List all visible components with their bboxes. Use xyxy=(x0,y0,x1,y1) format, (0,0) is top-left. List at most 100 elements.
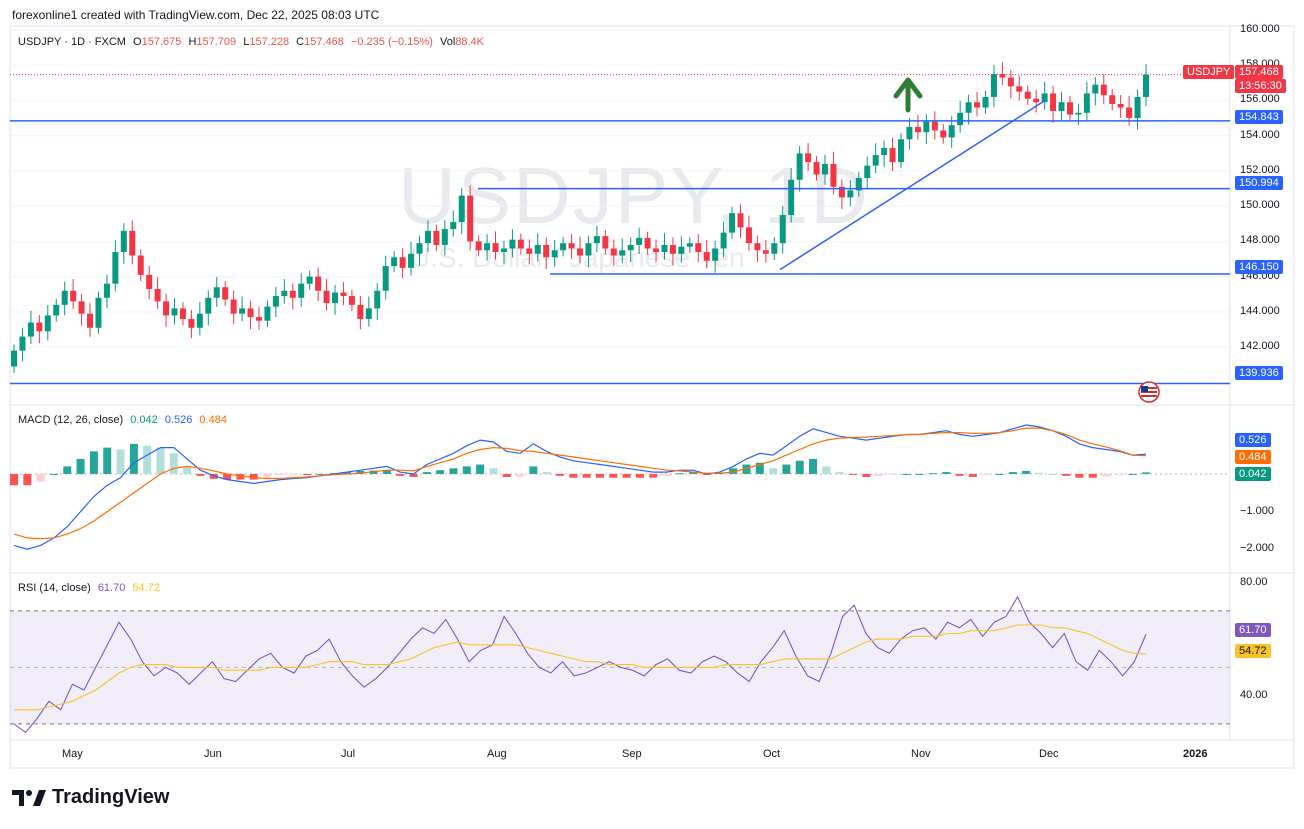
macd-histogram-bar xyxy=(1008,472,1017,474)
candle-body xyxy=(332,292,339,304)
candle-body xyxy=(881,148,888,156)
candle-body xyxy=(1100,84,1107,96)
macd-histogram-bar xyxy=(249,473,258,480)
macd-histogram-bar xyxy=(1102,473,1111,477)
time-tick-label: Sep xyxy=(622,748,642,760)
time-tick-label: Dec xyxy=(1039,748,1059,760)
candle-body xyxy=(990,74,997,97)
price-tick-label: 152.000 xyxy=(1240,163,1280,176)
tradingview-logo[interactable]: TradingView xyxy=(12,786,169,809)
candle-body xyxy=(517,239,524,249)
macd-histogram-bar xyxy=(809,458,818,474)
rsi-legend[interactable]: RSI (14, close) 61.70 54.72 xyxy=(18,582,164,594)
macd-histogram-bar xyxy=(1022,470,1031,474)
macd-legend[interactable]: MACD (12, 26, close) 0.042 0.526 0.484 xyxy=(18,414,231,426)
volume-label: Vol xyxy=(439,36,456,48)
candle-body xyxy=(593,236,600,244)
description-watermark: U.S. Dollar / Japanese Yen xyxy=(410,242,745,273)
macd-tag: 0.526 xyxy=(1235,433,1271,447)
macd-histogram-bar xyxy=(276,473,285,476)
macd-histogram-bar xyxy=(63,466,72,474)
price-legend[interactable]: USDJPY · 1D · FXCM O157.675 H157.709 L15… xyxy=(18,36,488,48)
candle-body xyxy=(441,229,448,245)
candle-body xyxy=(602,236,609,249)
candle-body xyxy=(1024,91,1031,99)
macd-histogram-bar xyxy=(875,473,884,476)
candle-body xyxy=(391,257,398,267)
macd-histogram-bar xyxy=(76,458,85,474)
price-tick-label: 142.000 xyxy=(1240,340,1280,353)
candle-body xyxy=(619,250,626,256)
candle-body xyxy=(585,243,592,256)
macd-tick-label: −2.000 xyxy=(1240,542,1274,555)
candle-body xyxy=(171,308,178,316)
macd-histogram-bar xyxy=(729,468,738,474)
candle-body xyxy=(408,253,415,268)
candle-body xyxy=(222,287,229,300)
candle-body xyxy=(653,248,660,252)
candle-body xyxy=(872,155,879,166)
macd-histogram-bar xyxy=(489,468,498,474)
candle-body xyxy=(560,243,567,251)
macd-histogram-bar xyxy=(342,472,351,474)
macd-histogram-bar xyxy=(196,473,205,476)
up-arrow-icon xyxy=(893,77,923,113)
macd-histogram-bar xyxy=(462,466,471,474)
macd-histogram-bar xyxy=(675,473,684,475)
macd-signal-value: 0.484 xyxy=(199,414,227,426)
candle-body xyxy=(1109,95,1116,104)
macd-line-value: 0.526 xyxy=(164,414,193,426)
macd-histogram-bar xyxy=(622,473,631,478)
macd-histogram-bar xyxy=(582,473,591,478)
macd-histogram-bar xyxy=(263,473,272,477)
macd-histogram-bar xyxy=(529,466,538,474)
macd-histogram-bar xyxy=(382,470,391,474)
candle-body xyxy=(669,244,676,254)
price-tick-label: 148.000 xyxy=(1240,234,1280,247)
level-tag-154: 154.843 xyxy=(1235,110,1283,124)
candle-body xyxy=(864,165,871,178)
rsi-tick-label: 80.00 xyxy=(1240,575,1268,588)
candle-body xyxy=(526,248,533,254)
rsi-tag: 61.70 xyxy=(1235,623,1271,637)
macd-histogram-bar xyxy=(1035,472,1044,474)
candle-body xyxy=(196,313,203,328)
candle-body xyxy=(239,308,246,314)
candle-body xyxy=(475,241,482,251)
time-tick-label: Oct xyxy=(763,748,781,760)
candle-body xyxy=(568,243,575,249)
macd-histogram-bar xyxy=(49,473,58,475)
tradingview-logo-icon xyxy=(12,789,46,806)
macd-histogram-bar xyxy=(236,473,245,480)
candle-body xyxy=(112,252,119,284)
candle-body xyxy=(255,317,262,321)
candle-body xyxy=(737,213,744,228)
macd-histogram-bar xyxy=(476,464,485,474)
macd-histogram-bar xyxy=(968,473,977,477)
macd-histogram-bar xyxy=(1062,473,1071,476)
time-tick-label: May xyxy=(62,748,83,760)
candle-body xyxy=(120,230,127,252)
candle-body xyxy=(44,315,51,332)
candle-body xyxy=(855,178,862,191)
us-flag-icon[interactable] xyxy=(1137,381,1161,403)
candle-body xyxy=(838,186,845,198)
candle-body xyxy=(1143,74,1149,97)
candle-body xyxy=(416,243,423,254)
close-label: C xyxy=(296,36,305,48)
macd-histogram-bar xyxy=(302,473,311,475)
macd-histogram-bar xyxy=(129,443,138,474)
macd-histogram-bar xyxy=(849,473,858,475)
candle-body xyxy=(957,112,964,126)
macd-histogram-bar xyxy=(1142,472,1150,474)
candle-body xyxy=(636,237,643,245)
candle-body xyxy=(906,126,913,140)
candle-body xyxy=(264,306,271,321)
change-value: −0.235 (−0.15%) xyxy=(350,36,433,48)
macd-histogram-bar xyxy=(10,473,18,486)
candle-body xyxy=(484,243,491,251)
macd-histogram-bar xyxy=(835,472,844,474)
macd-histogram-bar xyxy=(649,473,658,478)
candle-body xyxy=(754,243,761,251)
